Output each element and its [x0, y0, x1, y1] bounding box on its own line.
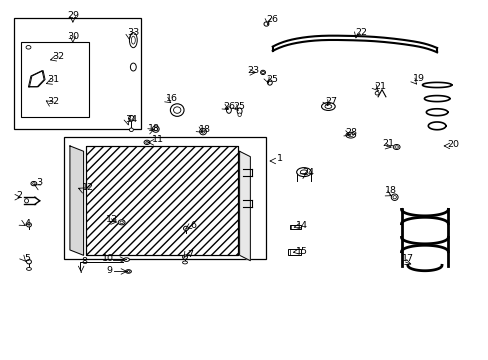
Text: 21: 21 — [382, 139, 393, 148]
Text: 1: 1 — [276, 154, 282, 163]
Text: 19: 19 — [412, 75, 424, 84]
Ellipse shape — [144, 140, 150, 144]
Text: 8: 8 — [81, 257, 87, 266]
Text: 18: 18 — [148, 123, 160, 132]
Ellipse shape — [182, 255, 187, 259]
Ellipse shape — [183, 226, 188, 230]
Text: 22: 22 — [355, 28, 367, 37]
Text: 29: 29 — [67, 10, 79, 19]
Text: 25: 25 — [266, 75, 278, 84]
Ellipse shape — [24, 199, 28, 203]
Text: 26: 26 — [223, 102, 234, 111]
Bar — [86, 146, 238, 255]
Ellipse shape — [390, 194, 397, 201]
Ellipse shape — [199, 129, 206, 135]
Ellipse shape — [152, 126, 159, 132]
Text: 25: 25 — [233, 102, 245, 111]
Ellipse shape — [267, 80, 272, 85]
Text: 12: 12 — [81, 183, 93, 192]
Text: 24: 24 — [301, 168, 313, 177]
Bar — [14, 18, 141, 129]
Bar — [288, 249, 300, 255]
Ellipse shape — [201, 130, 204, 133]
Text: 14: 14 — [295, 221, 307, 230]
Ellipse shape — [264, 22, 268, 26]
Text: 18: 18 — [384, 186, 396, 195]
Ellipse shape — [120, 221, 123, 224]
Ellipse shape — [130, 63, 136, 71]
Ellipse shape — [129, 128, 133, 132]
Text: 4: 4 — [24, 219, 30, 228]
Ellipse shape — [374, 91, 378, 95]
Ellipse shape — [173, 107, 181, 113]
Text: 7: 7 — [186, 250, 192, 259]
Polygon shape — [239, 151, 250, 261]
Ellipse shape — [125, 270, 131, 273]
Text: 6: 6 — [190, 221, 196, 230]
Text: 26: 26 — [266, 15, 278, 24]
Ellipse shape — [296, 168, 311, 177]
Text: 31: 31 — [47, 75, 60, 84]
Bar — [21, 42, 89, 117]
Ellipse shape — [26, 267, 31, 270]
Ellipse shape — [260, 70, 265, 75]
Text: 32: 32 — [47, 96, 60, 105]
Ellipse shape — [128, 116, 134, 121]
Text: 32: 32 — [52, 52, 64, 61]
Text: 16: 16 — [166, 94, 178, 103]
Ellipse shape — [345, 132, 355, 138]
Ellipse shape — [392, 144, 399, 149]
Ellipse shape — [182, 261, 187, 264]
Text: 20: 20 — [447, 140, 458, 149]
Ellipse shape — [394, 146, 398, 148]
Ellipse shape — [118, 220, 125, 225]
Ellipse shape — [238, 113, 241, 117]
Bar — [86, 146, 238, 255]
Text: 33: 33 — [127, 28, 139, 37]
Bar — [289, 225, 300, 229]
Ellipse shape — [170, 104, 183, 116]
Text: 2: 2 — [16, 190, 22, 199]
Text: 34: 34 — [125, 114, 137, 123]
Ellipse shape — [26, 260, 31, 264]
Text: 30: 30 — [67, 32, 79, 41]
Ellipse shape — [26, 45, 31, 49]
Ellipse shape — [145, 141, 148, 143]
Text: 10: 10 — [102, 254, 114, 263]
Text: 13: 13 — [105, 215, 118, 224]
Text: 17: 17 — [401, 255, 413, 264]
Text: 15: 15 — [295, 247, 307, 256]
Text: 5: 5 — [24, 254, 30, 263]
Ellipse shape — [123, 258, 129, 261]
Ellipse shape — [33, 183, 35, 184]
Bar — [64, 137, 266, 259]
Ellipse shape — [325, 104, 331, 108]
Ellipse shape — [154, 127, 157, 131]
Ellipse shape — [226, 107, 231, 113]
Text: 21: 21 — [373, 82, 385, 91]
Ellipse shape — [127, 271, 130, 273]
Ellipse shape — [237, 108, 242, 114]
Text: 28: 28 — [345, 128, 357, 137]
Ellipse shape — [347, 134, 352, 136]
Ellipse shape — [131, 36, 135, 44]
Ellipse shape — [26, 223, 31, 227]
Text: 18: 18 — [198, 125, 210, 134]
Text: 9: 9 — [106, 266, 112, 275]
Text: 27: 27 — [325, 97, 337, 106]
Ellipse shape — [261, 71, 264, 73]
Ellipse shape — [392, 195, 396, 199]
Polygon shape — [70, 146, 83, 255]
Ellipse shape — [321, 103, 334, 111]
Text: 11: 11 — [151, 135, 163, 144]
Ellipse shape — [129, 33, 137, 48]
Ellipse shape — [31, 181, 37, 186]
Ellipse shape — [300, 170, 307, 174]
Text: 23: 23 — [247, 66, 259, 75]
Text: 3: 3 — [37, 178, 42, 187]
